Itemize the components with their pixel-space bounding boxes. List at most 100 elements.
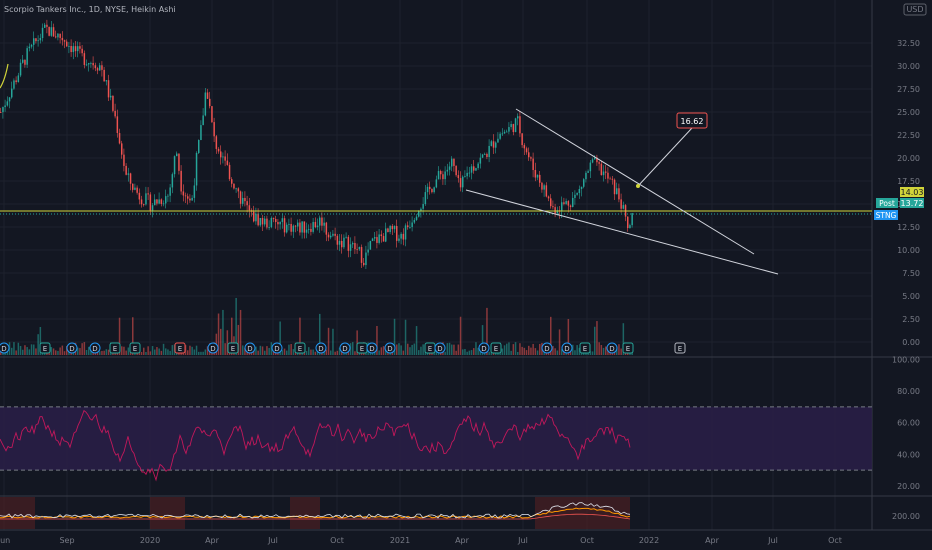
volume-bar	[140, 351, 143, 355]
volume-bar	[402, 350, 405, 355]
volume-bar	[169, 350, 171, 355]
bottom-shade	[150, 497, 185, 529]
price-tick-label: 7.50	[902, 269, 920, 278]
candle-body	[583, 179, 585, 187]
event-marker-label: D	[1, 345, 6, 353]
bottom-line-slow	[0, 513, 631, 520]
candle-body	[503, 131, 506, 134]
candle-body	[323, 222, 325, 226]
candle-body	[382, 236, 385, 242]
candle-body	[158, 199, 160, 204]
candle-body	[497, 138, 499, 143]
candle-body	[451, 158, 453, 167]
candle-body	[193, 185, 196, 198]
volume-bar	[620, 348, 622, 355]
candle-body	[554, 207, 556, 214]
candle-body	[479, 157, 482, 164]
candle-body	[532, 158, 534, 171]
volume-bar	[235, 297, 237, 355]
candle-body	[561, 202, 563, 212]
candle-body	[490, 141, 493, 146]
volume-bar	[418, 350, 420, 355]
volume-bar	[453, 344, 455, 355]
candle-body	[48, 26, 50, 36]
volume-bar	[147, 346, 149, 355]
volume-bar	[132, 317, 134, 355]
candle-body	[303, 221, 306, 233]
candle-body	[565, 201, 567, 204]
volume-bar	[35, 348, 37, 355]
volume-bar	[539, 343, 541, 355]
candle-body	[594, 157, 596, 160]
chart-title: Scorpio Tankers Inc., 1D, NYSE, Heikin A…	[4, 5, 176, 14]
volume-bar	[576, 345, 578, 355]
candle-body	[319, 217, 321, 226]
candle-body	[576, 193, 578, 195]
candle-body	[435, 179, 438, 188]
candle-body	[389, 225, 391, 233]
candle-body	[33, 38, 35, 45]
time-tick-label: 2020	[140, 536, 160, 545]
candle-body	[506, 131, 508, 133]
target-label: 16.62	[681, 117, 704, 126]
candle-body	[145, 193, 147, 205]
volume-bar	[279, 321, 281, 355]
time-tick-label: Apr	[205, 536, 220, 545]
candle-body	[618, 188, 620, 200]
volume-bar	[613, 351, 616, 355]
event-marker: D	[606, 342, 618, 354]
candle-body	[156, 199, 158, 204]
volume-bar	[411, 344, 413, 355]
candle-body	[508, 127, 510, 132]
candle-body	[367, 249, 369, 253]
event-marker-label: E	[360, 345, 364, 353]
candle-body	[521, 133, 523, 146]
candle-body	[418, 211, 420, 217]
candle-body	[206, 92, 209, 99]
volume-bar	[591, 351, 594, 355]
candle-body	[244, 197, 246, 202]
event-marker-label: E	[583, 345, 587, 353]
candle-body	[611, 178, 614, 180]
event-marker: E	[490, 342, 502, 354]
candle-body	[165, 196, 167, 204]
candle-body	[13, 80, 15, 89]
candle-body	[629, 225, 631, 229]
event-marker: E	[227, 342, 239, 354]
volume-bar	[66, 345, 68, 355]
candle-body	[358, 247, 361, 250]
volume-bar	[589, 351, 592, 355]
candle-body	[301, 221, 303, 233]
candle-body	[123, 154, 125, 166]
candle-body	[253, 211, 255, 222]
candle-body	[481, 154, 484, 158]
candle-body	[602, 171, 605, 176]
volume-bar	[33, 344, 35, 355]
candle-body	[517, 116, 519, 119]
candle-body	[268, 227, 270, 228]
candle-body	[281, 218, 284, 222]
rsi-tick-label: 40.00	[897, 450, 920, 459]
candle-body	[70, 45, 72, 53]
volume-bar	[462, 349, 464, 355]
volume-bar	[268, 347, 270, 355]
candle-body	[248, 205, 251, 211]
candle-body	[19, 62, 22, 76]
volume-bar	[171, 345, 174, 355]
candle-body	[176, 153, 178, 157]
bottom-indicator-pane: 200.00	[0, 497, 920, 529]
candle-body	[444, 171, 446, 180]
volume-bar	[506, 343, 508, 355]
candle-body	[530, 157, 532, 159]
event-marker-label: D	[481, 345, 486, 353]
candle-body	[15, 80, 17, 83]
volume-bar	[189, 345, 191, 355]
volume-bar	[446, 343, 449, 355]
volume-bar	[312, 349, 314, 355]
time-tick-label: Oct	[828, 536, 842, 545]
candle-body	[609, 178, 611, 180]
candle-body	[17, 75, 20, 83]
event-marker-label: E	[494, 345, 498, 353]
dividend-marker-circle	[606, 342, 618, 354]
